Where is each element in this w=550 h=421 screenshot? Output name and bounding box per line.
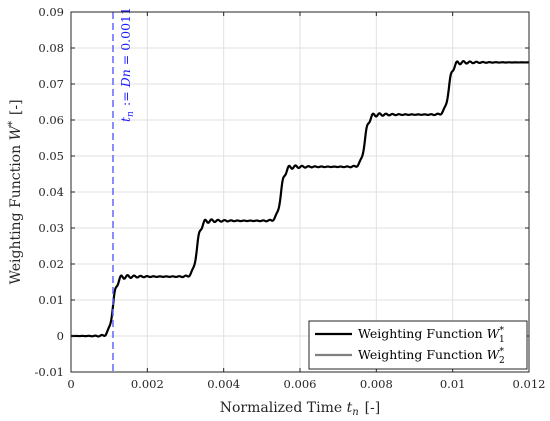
legend-box (308, 320, 528, 370)
annotation-label: tn := Dn = 0.0011 (118, 7, 136, 122)
y-tick-label: 0.02 (38, 257, 64, 271)
axis-ticks: 0 0.002 0.004 0.006 0.008 0.01 0.012-0.0100.01… (35, 5, 546, 391)
legend: Weighting Function W* 1 Weighting Functio… (308, 320, 528, 370)
y-axis-label: Weighting Function W* [-] (7, 99, 24, 284)
y-tick-label: 0.08 (38, 41, 64, 55)
y-tick-label: 0 (57, 329, 64, 343)
series-line-1 (70, 60, 530, 338)
x-tick-label: 0.006 (284, 377, 317, 391)
legend-label-2: Weighting Function W* 2 (358, 347, 506, 366)
x-tick-label: 0.01 (440, 377, 466, 391)
y-tick-label: 0.04 (38, 185, 64, 199)
x-tick-label: 0.012 (513, 377, 546, 391)
annotation-group: tn := Dn = 0.0011 (112, 7, 136, 372)
y-tick-label: 0.07 (38, 77, 64, 91)
x-tick-label: 0.004 (207, 377, 240, 391)
y-tick-label: 0.01 (38, 293, 64, 307)
y-tick-label: 0.03 (38, 221, 64, 235)
y-tick-label: -0.01 (35, 365, 65, 379)
y-tick-label: 0.09 (38, 5, 64, 19)
x-tick-label: 0 (67, 377, 74, 391)
x-tick-label: 0.002 (131, 377, 164, 391)
x-tick-label: 0.008 (360, 377, 393, 391)
legend-label-1: Weighting Function W* 1 (358, 326, 506, 345)
y-tick-label: 0.05 (38, 149, 64, 163)
series-lines (70, 60, 530, 338)
y-tick-label: 0.06 (38, 113, 64, 127)
x-axis-label: Normalized Time tn [-] (220, 400, 381, 418)
